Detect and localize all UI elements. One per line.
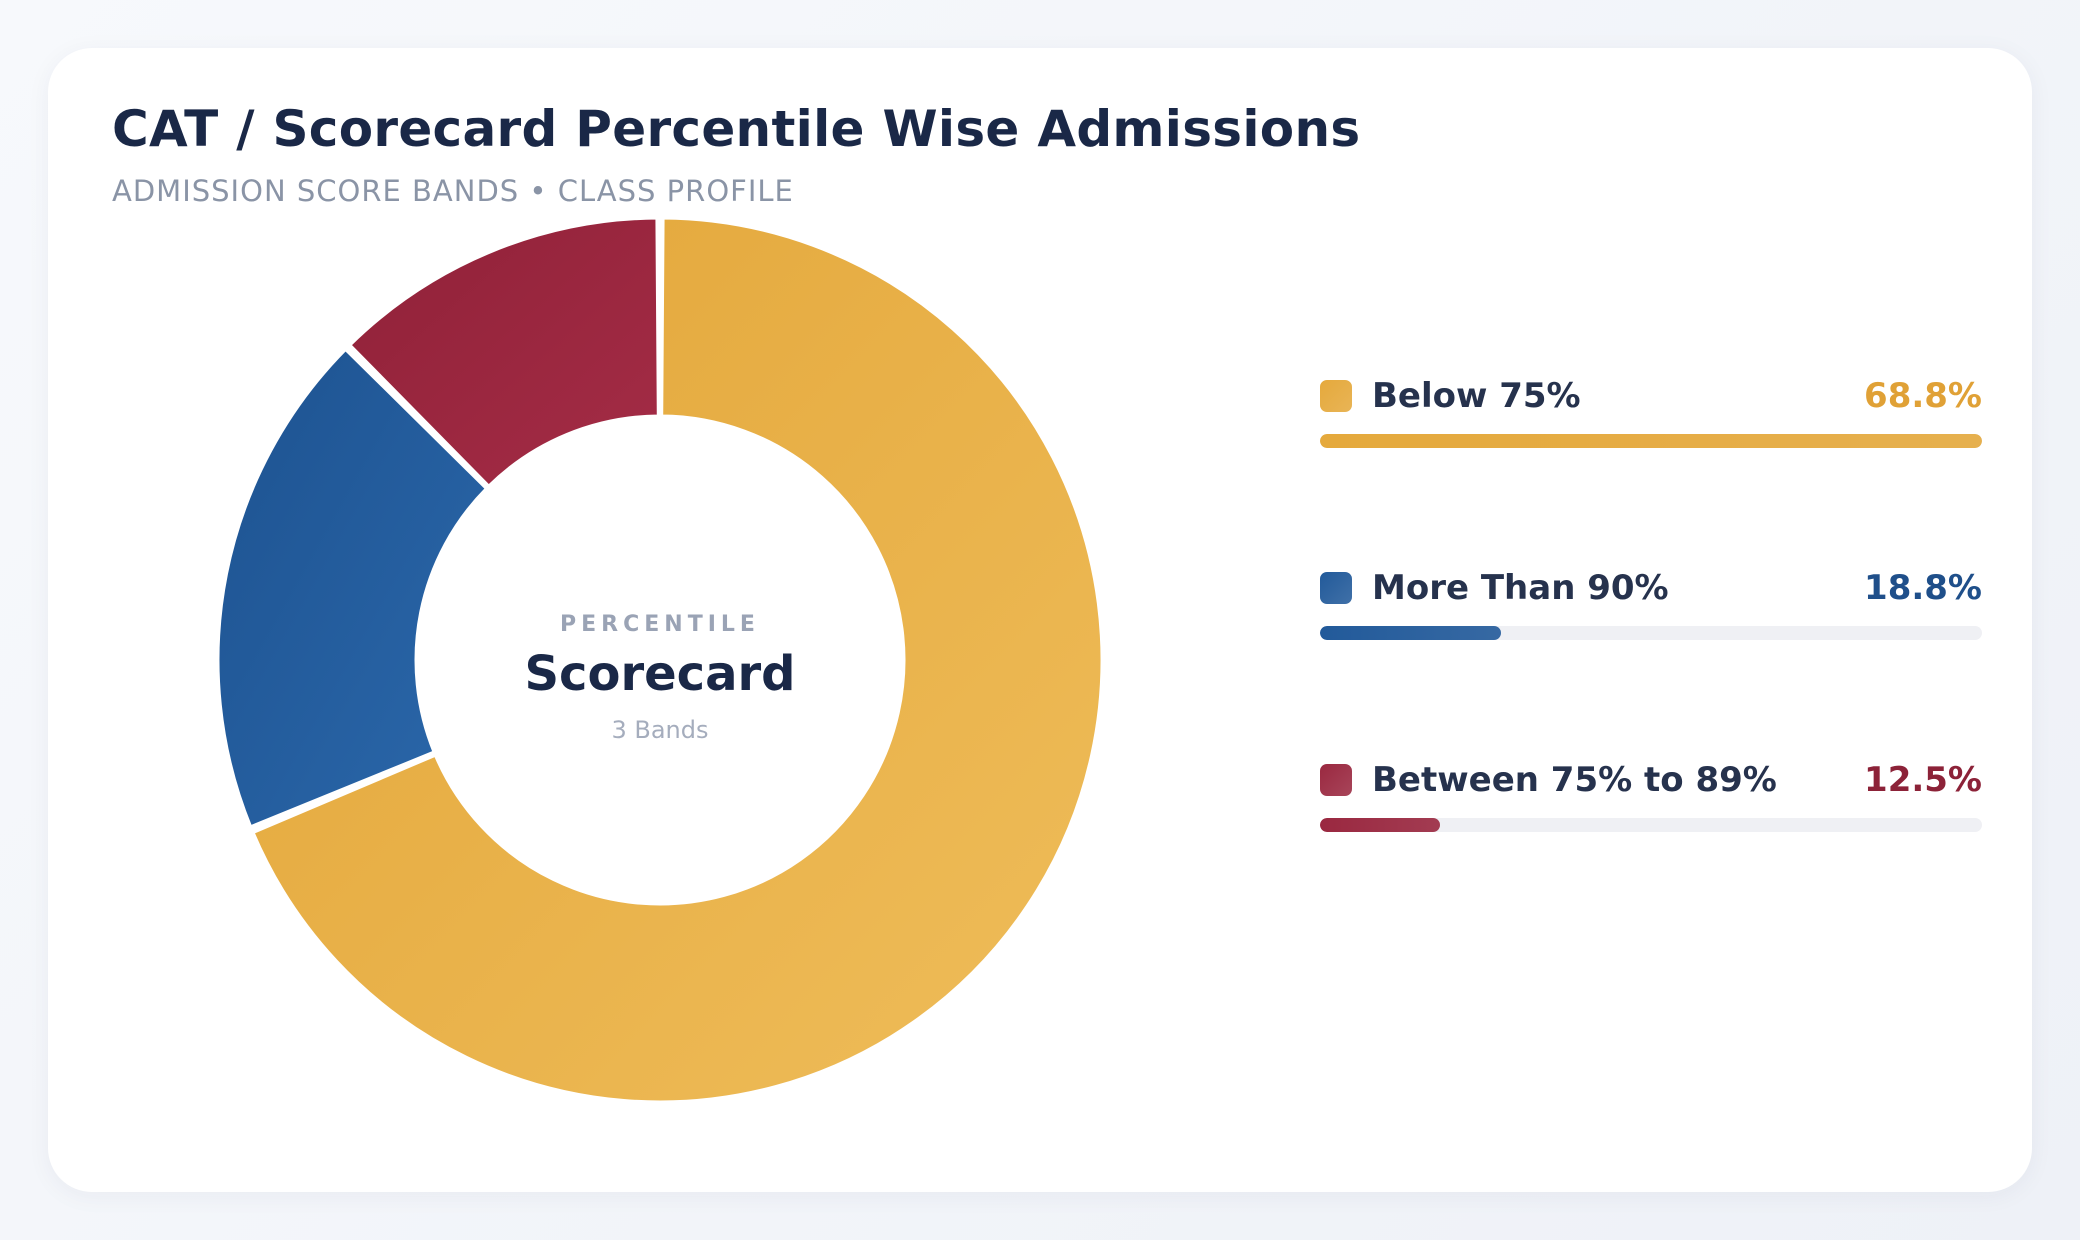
slice-below-75 <box>251 216 1104 1104</box>
legend-value: 12.5% <box>1864 760 1982 800</box>
slice-between-75-89 <box>347 216 660 489</box>
legend-item-more-than-90: More Than 90% 18.8% <box>1320 566 1982 758</box>
progress-track <box>1320 434 1982 448</box>
progress-fill <box>1320 434 1982 448</box>
slice-more-than-90 <box>216 347 489 829</box>
legend-swatch <box>1320 380 1352 412</box>
legend-label: Below 75% <box>1372 376 1581 416</box>
chart-subtitle: ADMISSION SCORE BANDS • CLASS PROFILE <box>112 174 794 208</box>
legend-swatch <box>1320 764 1352 796</box>
legend-value: 68.8% <box>1864 376 1982 416</box>
center-label: Scorecard <box>524 646 795 702</box>
progress-fill <box>1320 626 1501 640</box>
chart-card: CAT / Scorecard Percentile Wise Admissio… <box>48 48 2032 1192</box>
legend-value: 18.8% <box>1864 568 1982 608</box>
center-caption: PERCENTILE <box>560 612 760 637</box>
donut-chart: PERCENTILE Scorecard 3 Bands <box>216 216 1104 1104</box>
progress-track <box>1320 818 1982 832</box>
legend-item-below-75: Below 75% 68.8% <box>1320 374 1982 566</box>
legend-item-between-75-89: Between 75% to 89% 12.5% <box>1320 758 1982 950</box>
progress-track <box>1320 626 1982 640</box>
center-sublabel: 3 Bands <box>611 716 708 744</box>
progress-fill <box>1320 818 1441 832</box>
chart-title: CAT / Scorecard Percentile Wise Admissio… <box>112 100 1361 158</box>
legend-label: Between 75% to 89% <box>1372 760 1777 800</box>
legend-swatch <box>1320 572 1352 604</box>
legend-label: More Than 90% <box>1372 568 1669 608</box>
legend: Below 75% 68.8% More Than 90% 18.8% Betw… <box>1320 374 1982 950</box>
